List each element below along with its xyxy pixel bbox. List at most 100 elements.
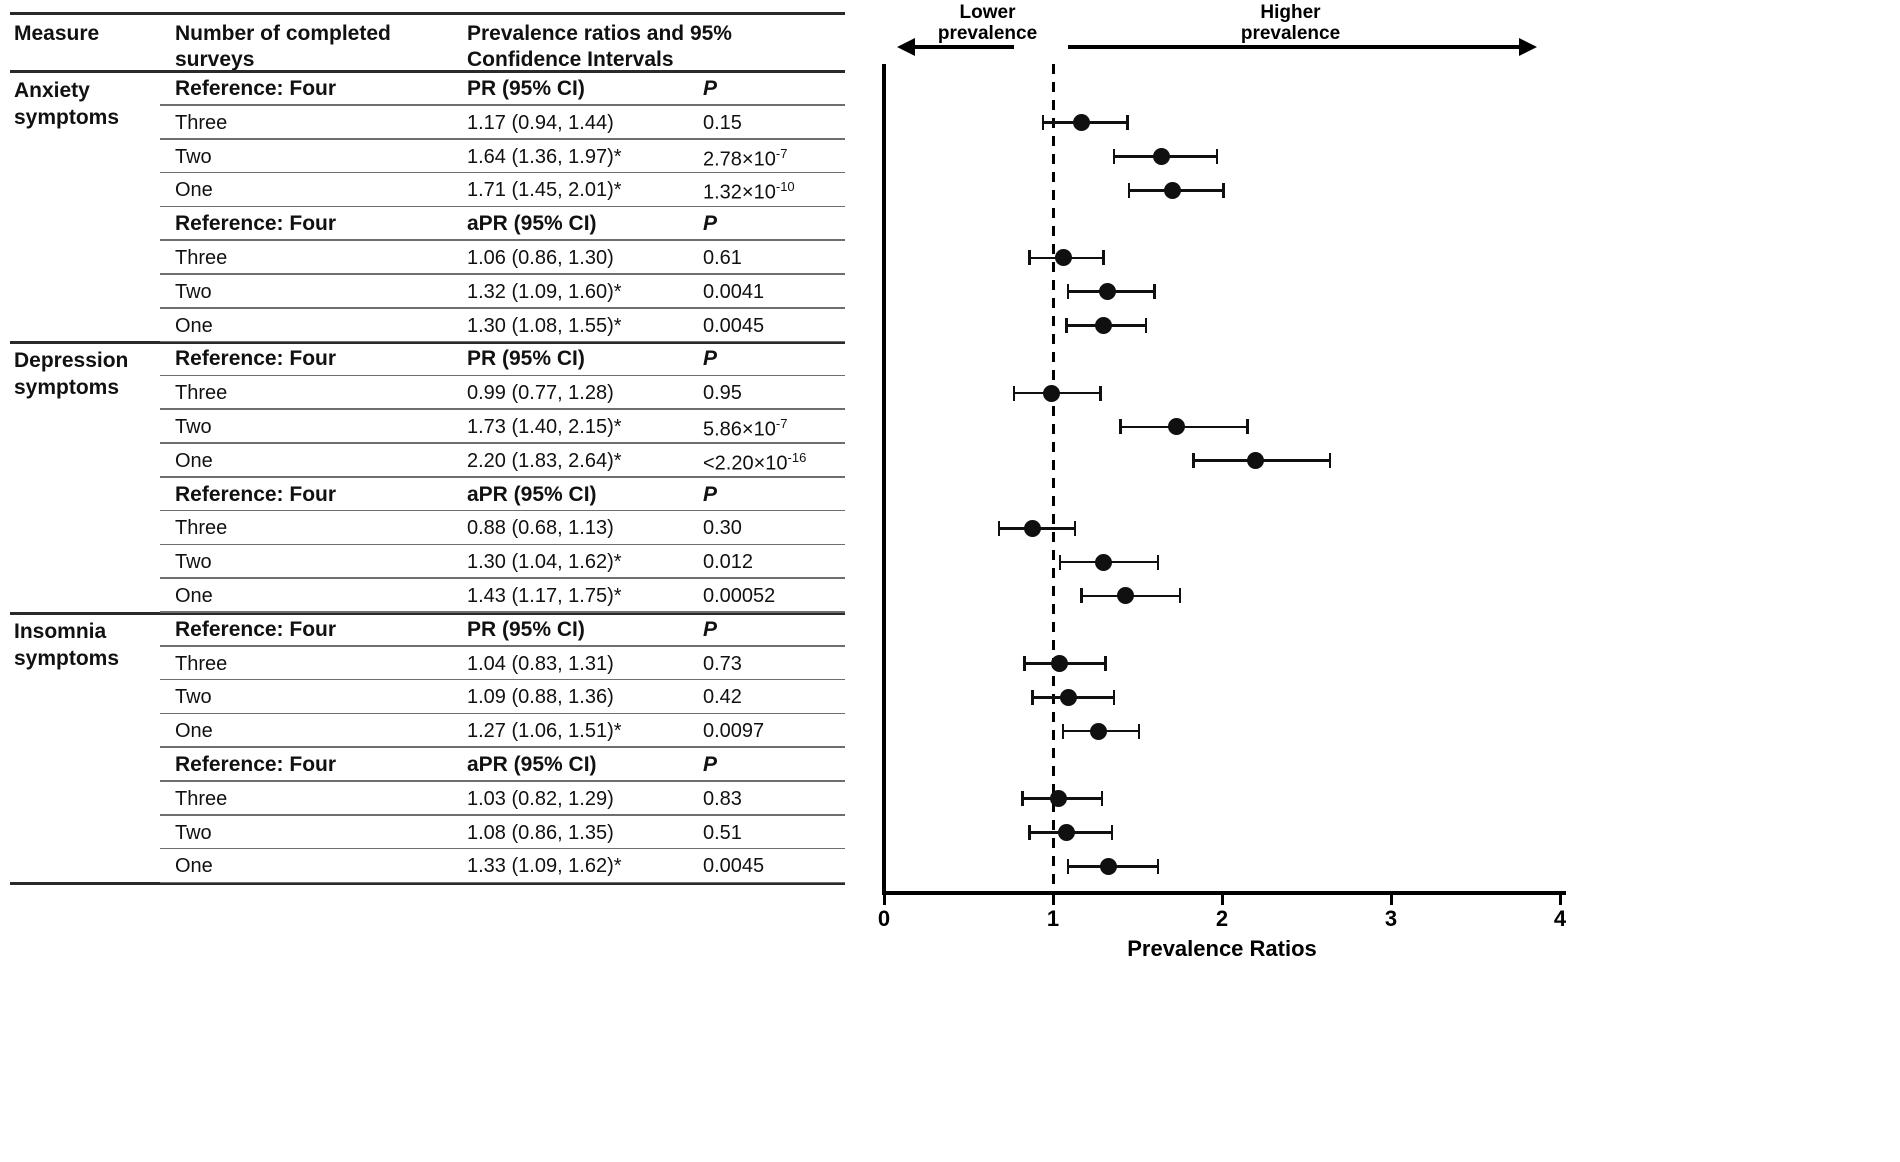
p-header: P	[703, 77, 718, 100]
table-row: Three 1.04 (0.83, 1.31) 0.73	[14, 647, 845, 681]
ci-cap-right	[1222, 182, 1225, 198]
table-row: One 1.71 (1.45, 2.01)* 1.32×10-10	[14, 173, 845, 208]
row-divider	[160, 645, 845, 647]
measure-label: Depression symptoms	[14, 349, 129, 400]
point-marker	[1098, 283, 1116, 301]
estimate-header: aPR (95% CI)	[467, 753, 597, 776]
row-label: One	[175, 314, 213, 337]
p-value: 0.00052	[703, 585, 776, 607]
ci-cap-right	[1144, 318, 1148, 333]
table-row: One 1.27 (1.06, 1.51)* 0.0097	[14, 714, 845, 748]
ci-cap-left	[1066, 858, 1070, 874]
row-divider	[160, 543, 845, 546]
ci-cap-right	[1246, 419, 1249, 435]
ci-text: 1.08 (0.86, 1.35)	[467, 821, 614, 844]
x-axis	[882, 891, 1566, 895]
point-marker	[1090, 722, 1108, 740]
row-label: One	[175, 720, 213, 743]
ci-cap-right	[1137, 723, 1141, 739]
ci-text: 1.43 (1.17, 1.75)*	[467, 585, 622, 607]
row-divider	[160, 138, 845, 140]
column-header-ci: Prevalence ratios and 95% Confidence Int…	[467, 22, 732, 71]
table-row: Two 1.30 (1.04, 1.62)* 0.012	[14, 545, 845, 579]
point-marker	[1095, 553, 1113, 571]
row-divider	[160, 340, 845, 343]
row-label: Two	[175, 821, 212, 844]
point-marker	[1054, 249, 1072, 267]
x-tick	[1220, 895, 1224, 905]
p-value: 0.61	[703, 247, 742, 269]
ci-cap-left	[1028, 825, 1031, 840]
point-marker	[1164, 181, 1182, 199]
ci-cap-left	[1021, 791, 1024, 807]
row-divider	[160, 239, 845, 241]
ci-text: 1.30 (1.08, 1.55)*	[467, 314, 622, 337]
table-row-reference: Depression symptoms Reference: Four PR (95…	[14, 342, 845, 399]
reference-label: Reference: Four	[175, 617, 337, 641]
row-label: One	[175, 179, 213, 202]
point-marker	[1042, 384, 1060, 402]
p-value: 0.73	[703, 652, 742, 675]
ci-cap-left	[1023, 656, 1026, 671]
estimate-header: PR (95% CI)	[467, 77, 585, 100]
reference-label: Reference: Four	[175, 347, 337, 371]
row-divider	[160, 780, 845, 782]
ci-text: 1.64 (1.36, 1.97)*	[467, 145, 622, 168]
higher-prevalence-label: Higher prevalence	[1240, 2, 1341, 44]
right-arrow-line	[1068, 45, 1520, 49]
row-divider	[160, 205, 845, 208]
ci-cap-left	[1192, 453, 1195, 469]
column-header-measure: Measure	[14, 22, 100, 45]
ci-cap-left	[1119, 419, 1122, 435]
table-row: Three 0.88 (0.68, 1.13) 0.30	[14, 511, 845, 546]
p-value: 0.0041	[703, 280, 765, 303]
table-row-reference: Insomnia symptoms Reference: Four PR (95% …	[14, 613, 845, 670]
p-value: 1.32×10-10	[703, 179, 795, 205]
reference-label: Reference: Four	[175, 753, 337, 776]
ci-cap-right	[1328, 453, 1332, 469]
row-label: Two	[175, 551, 212, 574]
ci-cap-right	[1156, 858, 1160, 874]
row-label: Two	[175, 416, 212, 438]
row-divider	[160, 814, 845, 816]
section-divider-insomnia	[10, 612, 845, 615]
row-divider	[160, 611, 845, 613]
p-header: P	[703, 753, 718, 776]
p-header: P	[703, 347, 718, 371]
row-divider	[160, 307, 845, 309]
x-tick-label: 1	[1046, 906, 1060, 931]
p-value: <2.20×10-16	[703, 449, 807, 475]
ci-text: 1.06 (0.86, 1.30)	[467, 247, 614, 269]
p-header: P	[703, 212, 718, 236]
ci-cap-right	[1073, 520, 1077, 536]
x-tick-label: 0	[877, 906, 891, 931]
row-divider	[160, 374, 845, 377]
table-row: One 1.43 (1.17, 1.75)* 0.00052	[14, 579, 845, 613]
reference-label: Reference: Four	[175, 212, 337, 236]
estimate-header: aPR (95% CI)	[467, 212, 597, 236]
row-divider	[160, 408, 845, 410]
ci-cap-left	[1127, 182, 1131, 198]
measure-label: Insomnia symptoms	[14, 619, 120, 670]
ci-cap-left	[1065, 318, 1068, 333]
ci-cap-left	[1058, 554, 1061, 570]
row-divider	[160, 847, 845, 850]
p-value: 0.95	[703, 382, 742, 405]
reference-line	[1051, 64, 1055, 891]
ci-cap-left	[1028, 250, 1031, 266]
ci-cap-right	[1110, 825, 1114, 840]
point-marker	[1049, 790, 1067, 808]
row-label: Two	[175, 145, 212, 168]
x-tick-label: 4	[1553, 906, 1567, 931]
p-value: 0.0045	[703, 314, 765, 337]
row-label: One	[175, 585, 213, 607]
table-row: Two 1.73 (1.40, 2.15)* 5.86×10-7	[14, 410, 845, 444]
estimate-header: aPR (95% CI)	[467, 482, 597, 506]
row-label: Two	[175, 686, 212, 709]
table-row: Three 1.17 (0.94, 1.44) 0.15	[14, 106, 845, 140]
ci-text: 1.33 (1.09, 1.62)*	[467, 855, 622, 878]
table-row-reference: Reference: Four aPR (95% CI) P	[14, 478, 845, 512]
